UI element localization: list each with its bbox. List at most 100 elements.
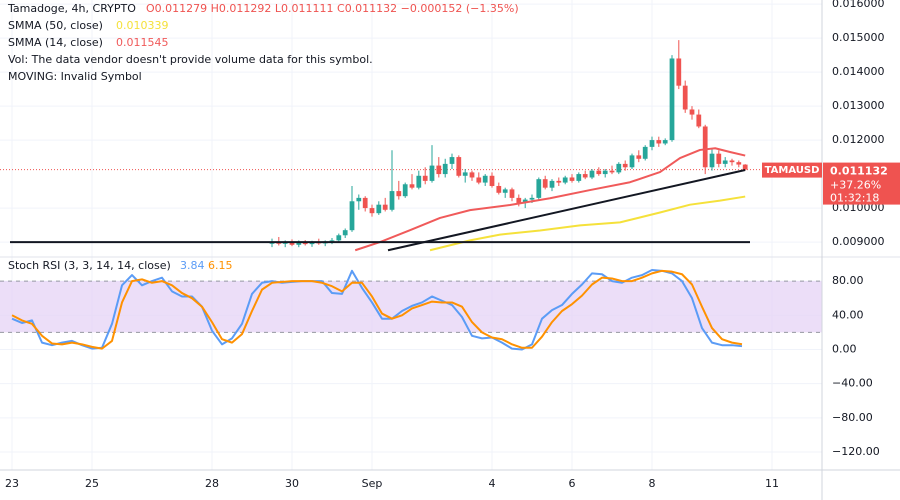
candle-body <box>516 197 522 203</box>
candle-body <box>296 242 302 245</box>
candle-body <box>509 189 515 198</box>
candle-body <box>669 58 675 141</box>
candle-body <box>682 85 688 110</box>
price-tag-countdown: 01:32:18 <box>830 192 879 205</box>
candle-body <box>409 184 415 188</box>
candle-body <box>522 199 528 203</box>
candle-body <box>742 164 748 170</box>
candle-body <box>336 235 342 241</box>
candle-body <box>556 180 562 183</box>
candle-body <box>722 160 728 164</box>
rsi-pane <box>0 268 822 351</box>
candle-body <box>476 177 482 183</box>
candle-body <box>302 242 308 245</box>
ohlc-values: O0.011279 H0.011292 L0.011111 C0.011132 … <box>146 2 519 15</box>
candle-body <box>642 146 648 159</box>
candle-body <box>342 230 348 236</box>
price-pane <box>0 40 822 252</box>
price-tag <box>823 162 900 205</box>
candle-body <box>369 208 375 214</box>
y-tick-label: 80.00 <box>832 274 864 287</box>
candle-body <box>562 177 568 183</box>
legend-value: 6.15 <box>208 259 233 272</box>
note: Vol: The data vendor doesn't provide vol… <box>8 53 373 66</box>
candle-body <box>502 189 508 193</box>
symbol-tag <box>762 162 822 178</box>
candle-body <box>356 197 362 202</box>
smma-line <box>354 147 746 252</box>
candle-body <box>436 165 442 175</box>
y-tick-label: 0.014000 <box>832 65 885 78</box>
candle-body <box>469 172 475 178</box>
legend-label: SMMA (14, close) <box>8 36 103 49</box>
x-tick-label: 4 <box>489 477 496 490</box>
candle-body <box>709 153 715 168</box>
rsi-title: Stoch RSI (3, 3, 14, 14, close) <box>8 259 171 272</box>
candle-body <box>636 155 642 159</box>
candle-body <box>729 160 735 163</box>
candle-body <box>289 242 295 245</box>
symbol-title: Tamadoge, 4h, CRYPTO <box>7 2 136 15</box>
candle-body <box>402 184 408 197</box>
candle-body <box>529 197 535 200</box>
candle-body <box>422 175 428 181</box>
legend-value: 0.011545 <box>116 36 169 49</box>
y-tick-label: 0.00 <box>832 342 857 355</box>
candle-body <box>536 179 542 198</box>
candle-body <box>396 191 402 197</box>
candle-body <box>456 157 462 176</box>
candle-body <box>389 191 395 210</box>
stoch-line <box>11 269 743 350</box>
y-tick-label: 0.009000 <box>832 235 885 248</box>
legend-label: SMMA (50, close) <box>8 19 103 32</box>
candle-body <box>376 204 382 214</box>
axes: 0.016000 0.015000 0.014000 0.013000 0.012000… <box>5 0 900 490</box>
candle-body <box>702 126 708 168</box>
candle-body <box>489 175 495 186</box>
candle-body <box>382 204 388 210</box>
x-tick-label: 6 <box>569 477 576 490</box>
candle-body <box>362 197 368 209</box>
symbol-tag-text: TAMAUSD <box>765 165 820 176</box>
candle-body <box>602 170 608 175</box>
x-tick-label: 28 <box>205 477 219 490</box>
candle-body <box>622 163 628 168</box>
candle-body <box>629 155 635 168</box>
candle-body <box>716 153 722 164</box>
y-tick-label: −120.00 <box>832 445 880 458</box>
x-tick-label: 8 <box>649 477 656 490</box>
smma-line <box>429 195 746 252</box>
candle-body <box>349 201 355 231</box>
candle-body <box>696 114 702 127</box>
candle-body <box>582 174 588 178</box>
candle-body <box>416 175 422 188</box>
legend: Tamadoge, 4h, CRYPTO O0.011279 H0.011292… <box>7 2 519 272</box>
x-tick-label: 23 <box>5 477 19 490</box>
legend-value: 3.84 <box>180 259 205 272</box>
price-tag-change: +37.26% <box>830 179 881 192</box>
candle-body <box>736 162 742 165</box>
candle-body <box>589 170 595 178</box>
note: MOVING: Invalid Symbol <box>8 70 142 83</box>
candle-body <box>449 157 455 164</box>
x-tick-label: 30 <box>285 477 299 490</box>
x-tick-label: 25 <box>85 477 99 490</box>
y-tick-label: −40.00 <box>832 377 873 390</box>
candle-body <box>549 180 555 188</box>
candle-body <box>329 240 335 242</box>
candle-body <box>462 172 468 176</box>
candle-body <box>689 109 695 115</box>
candle-body <box>576 174 582 181</box>
y-tick-label: 0.015000 <box>832 31 885 44</box>
y-tick-label: 0.016000 <box>832 0 885 10</box>
legend-value: 0.010339 <box>116 19 169 32</box>
candle-body <box>676 58 682 86</box>
candle-body <box>309 242 315 245</box>
price-tag-price: 0.011132 <box>830 165 888 178</box>
candle-body <box>616 163 622 173</box>
candle-body <box>569 177 575 181</box>
x-tick-label: 11 <box>765 477 779 490</box>
trend-line <box>387 169 746 252</box>
